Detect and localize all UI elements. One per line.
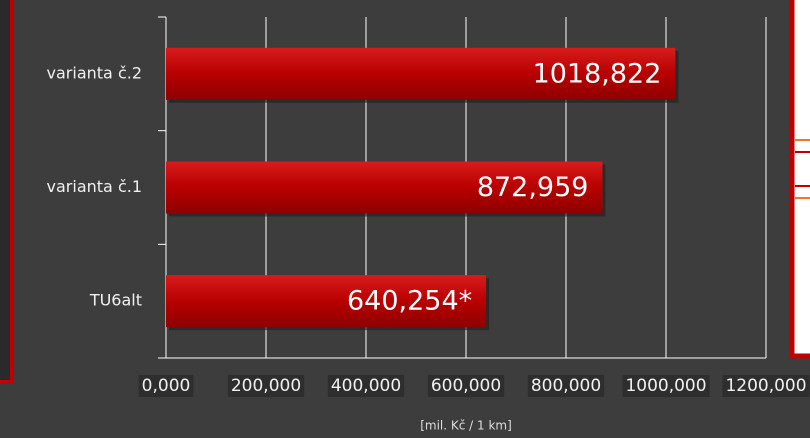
x-tick-label: 1200,000 [725, 376, 806, 396]
bar [166, 47, 676, 100]
right-panel-edge [789, 0, 810, 359]
x-axis-title: [mil. Kč / 1 km] [420, 419, 512, 433]
y-tick-label: varianta č.2 [47, 63, 142, 82]
data-label: 872,959 [477, 172, 589, 203]
x-tick-label: 0,000 [142, 376, 191, 396]
left-image-edge [0, 0, 14, 384]
tick-label-background [722, 375, 810, 397]
tick-label-background [327, 375, 405, 397]
x-tick-label: 200,000 [231, 376, 301, 396]
data-label: 1018,822 [533, 58, 662, 89]
y-tick-label: TU6alt [89, 291, 142, 310]
bar [166, 161, 603, 214]
data-label: 640,254* [347, 286, 472, 317]
y-tick-label: varianta č.1 [47, 177, 142, 196]
x-tick-label: 1000,000 [625, 376, 706, 396]
tick-label-background [622, 375, 710, 397]
tick-label-background [527, 375, 605, 397]
tick-label-background [227, 375, 305, 397]
x-tick-label: 600,000 [431, 376, 501, 396]
x-tick-label: 800,000 [531, 376, 601, 396]
x-tick-label: 400,000 [331, 376, 401, 396]
bar [166, 275, 487, 328]
tick-label-background [138, 375, 194, 397]
tick-label-background [427, 375, 505, 397]
